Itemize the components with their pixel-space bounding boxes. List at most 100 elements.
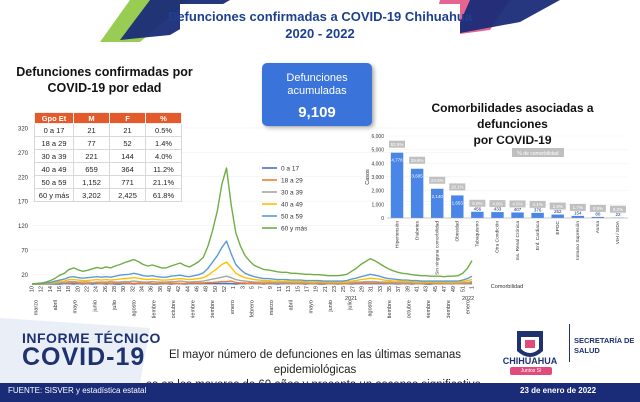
total-deaths-label-line1: Defunciones — [286, 72, 348, 84]
line-month-label: mayo — [73, 300, 79, 313]
bar-percent-badge — [569, 203, 586, 211]
bar-category-label: Enf. Cardiaca — [535, 221, 541, 250]
line-x-tick-label: 10 — [29, 286, 35, 292]
line-y-tick-label: 220 — [18, 175, 29, 181]
age-table-cell: 61.8% — [145, 188, 182, 202]
chihuahua-logo-text: CHIHUAHUA — [502, 356, 558, 366]
line-x-tick-label: 21 — [323, 286, 329, 292]
line-x-tick-label: 26 — [103, 286, 109, 292]
bar-percent-label: 39.6% — [411, 158, 424, 163]
line-year-label: 2021 — [345, 296, 357, 302]
line-x-tick-label: 22 — [84, 286, 90, 292]
bar-y-tick-label: 3,000 — [371, 175, 384, 181]
bar-value-label: 22 — [615, 212, 621, 217]
bar-percent-label: 4.8% — [492, 201, 502, 206]
age-title-line2: COVID-19 por edad — [47, 81, 162, 95]
line-x-tick-label: 20 — [75, 286, 81, 292]
comorbidity-title-line2: por COVID-19 — [473, 133, 552, 147]
bar-category-label: VIH / SIDA — [615, 220, 621, 244]
bar-value-label: 154 — [574, 210, 582, 215]
bar-y-tick-label: 2,000 — [371, 189, 384, 195]
age-chart-title: Defunciones confirmadas por COVID-19 por… — [12, 64, 197, 96]
line-x-tick-label: 41 — [414, 286, 420, 292]
bar-percent-badge — [489, 200, 506, 208]
bar-percent-label: 52.5% — [391, 142, 404, 147]
secretaria-line1: SECRETARÍA DE — [574, 336, 635, 345]
age-table-row: 40 a 49 659 364 11.2% — [34, 162, 182, 176]
line-month-label: noviembre — [426, 300, 432, 326]
line-x-tick-label: 11 — [277, 286, 283, 292]
line-month-label: octubre — [407, 300, 413, 318]
line-x-tick-label: 5 — [249, 286, 255, 289]
age-table-body: 0 a 17 21 21 0.5% 18 a 29 77 52 1.4% 30 a 39 221 1… — [34, 123, 182, 202]
line-x-tick-label: 18 — [66, 286, 72, 292]
line-y-tick-label: 320 — [18, 127, 29, 133]
line-month-label: septiembre — [387, 300, 393, 327]
bar-mark — [491, 212, 504, 218]
logo-divider — [569, 324, 570, 362]
line-month-label: julio — [112, 300, 118, 311]
age-table-cell: 771 — [109, 175, 146, 189]
bar-percent-badge — [549, 202, 566, 210]
bar-percent-badge — [429, 176, 446, 184]
line-x-tick-label: 7 — [259, 286, 265, 289]
line-month-label: abril — [289, 300, 295, 310]
line-x-tick-label: 31 — [369, 286, 375, 292]
comorbidity-title-line1: Comorbilidades asociadas a defunciones — [431, 101, 594, 131]
bar-category-label: Sin ninguna comorbilidad — [434, 221, 440, 275]
informe-tecnico-label: INFORME TÉCNICO — [22, 330, 161, 346]
main-title-line: Defunciones confirmadas a COVID-19 Chihu… — [167, 9, 473, 24]
age-table-cell: 21.1% — [145, 175, 182, 189]
age-table-cell: 1,152 — [73, 175, 110, 189]
footer-source: FUENTE: SISVER y estadística estatal — [8, 386, 147, 395]
line-month-label: septiembre — [151, 300, 157, 327]
total-deaths-label: Defunciones acumuladas — [262, 72, 372, 98]
bar-category-label: Ins. Renal Crónica — [515, 221, 521, 261]
bar-value-label: 376 — [534, 207, 542, 212]
logo-slogan: Juntos Sí podemos — [510, 367, 552, 382]
line-month-label: enero — [230, 300, 236, 314]
line-y-tick-label: 70 — [21, 248, 28, 254]
age-table-header: Gpo Et — [34, 112, 74, 124]
line-x-tick-label: 38 — [158, 286, 164, 292]
line-x-tick-label: 15 — [295, 286, 301, 292]
bar-y-tick-label: 5,000 — [371, 148, 384, 154]
line-x-tick-label: 39 — [405, 286, 411, 292]
footer-date: 23 de enero de 2022 — [520, 386, 597, 395]
age-table-cell: 50 a 59 — [34, 175, 74, 189]
line-legend-label: 40 a 49 — [281, 202, 303, 209]
line-month-label: junio — [328, 300, 334, 313]
line-month-label: mayo — [308, 300, 314, 313]
main-title: Defunciones confirmadas a COVID-19 Chihu… — [0, 8, 640, 42]
age-table-cell: 77 — [73, 136, 110, 150]
bar-percent-label: 2.8% — [553, 204, 563, 209]
bar-percent-badge — [409, 156, 426, 164]
line-x-tick-label: 25 — [341, 286, 347, 292]
line-x-tick-label: 40 — [167, 286, 173, 292]
line-y-tick-label: 270 — [18, 151, 29, 157]
age-table-header: % — [145, 112, 182, 124]
line-x-tick-label: 24 — [94, 286, 100, 292]
line-month-label: noviembre — [191, 300, 197, 326]
secretaria-line2: SALUD — [574, 346, 600, 355]
bar-percent-badge — [509, 200, 526, 208]
bar-value-label: 407 — [514, 207, 522, 212]
bar-y-tick-label: 4,000 — [371, 161, 384, 167]
age-table-row: 0 a 17 21 21 0.5% — [34, 123, 182, 137]
main-title-years: 2020 - 2022 — [285, 26, 355, 41]
age-table: Gpo Et M F% 0 a 17 21 21 0.5% 18 a 29 77 52 1.4% 3… — [34, 112, 182, 202]
age-table-cell: 221 — [73, 149, 110, 163]
line-month-label: marzo — [269, 300, 275, 315]
line-x-tick-label: 32 — [130, 286, 136, 292]
line-series-40-a-49 — [32, 261, 473, 285]
age-table-cell: 364 — [109, 162, 146, 176]
bar-value-label: 433 — [494, 207, 502, 212]
age-table-cell: 40 a 49 — [34, 162, 74, 176]
age-table-row: 30 a 39 221 144 4.0% — [34, 149, 182, 163]
bar-mark — [551, 214, 564, 218]
bar-mark — [591, 216, 605, 218]
bar-percent-badge — [449, 183, 466, 191]
bar-mark — [451, 195, 464, 218]
bar-percent-badge — [469, 199, 486, 207]
bar-category-label: Obesidad — [455, 221, 461, 242]
